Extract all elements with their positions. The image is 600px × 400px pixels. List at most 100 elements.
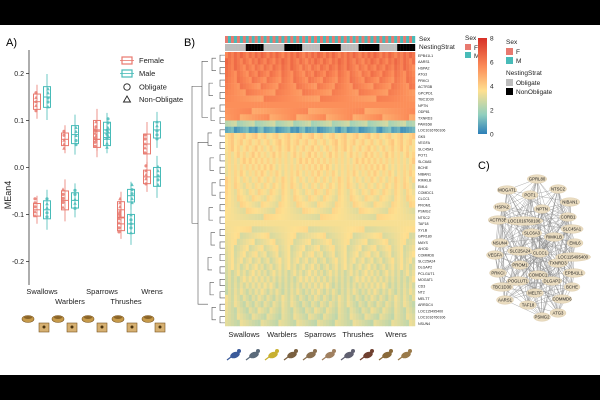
- heat-cell: [343, 251, 347, 258]
- box: [71, 183, 79, 218]
- heat-cell: [320, 313, 324, 321]
- group-label: Wrens: [141, 287, 163, 296]
- heat-cell: [388, 207, 392, 215]
- heat-cell: [355, 263, 359, 271]
- heat-cell: [311, 157, 315, 165]
- heat-cell: [337, 126, 342, 134]
- heat-cell: [320, 282, 324, 289]
- heat-cell: [281, 151, 285, 159]
- heat-cell: [302, 288, 306, 296]
- heat-cell: [284, 164, 288, 171]
- heat-cell: [254, 120, 258, 127]
- sex-annot-cell: [311, 36, 315, 43]
- heat-cell: [314, 58, 318, 65]
- heat-cell: [269, 269, 273, 277]
- heat-cell: [325, 157, 330, 165]
- heat-cell: [236, 276, 241, 283]
- heat-cell: [385, 189, 389, 196]
- heat-cell: [320, 58, 324, 65]
- heat-cell: [272, 269, 276, 277]
- heat-cell: [299, 282, 303, 289]
- heat-cell: [343, 282, 347, 289]
- heat-cell: [385, 145, 389, 152]
- heat-cell: [373, 251, 377, 258]
- heat-cell: [400, 319, 404, 327]
- heat-cell: [346, 76, 350, 84]
- heat-cell: [394, 89, 398, 96]
- heat-cell: [275, 145, 279, 152]
- heat-cell: [260, 226, 264, 233]
- heat-cell: [412, 52, 416, 59]
- heat-cell: [311, 307, 315, 314]
- heat-cell: [331, 220, 336, 227]
- heat-cell: [302, 220, 306, 227]
- heat-cell: [328, 276, 333, 283]
- nest-annot-cell: [281, 44, 285, 51]
- heat-cell: [242, 301, 247, 308]
- nest-annot-cell: [382, 44, 386, 51]
- sex-annot-cell: [278, 36, 282, 43]
- heat-cell: [305, 201, 309, 208]
- heat-cell: [317, 151, 321, 159]
- heat-cell: [269, 319, 273, 327]
- heat-cell: [299, 294, 303, 302]
- heat-cell: [379, 132, 383, 140]
- heat-cell: [382, 132, 386, 140]
- heat-cell: [367, 319, 371, 327]
- heat-cell: [382, 294, 386, 302]
- heat-cell: [239, 263, 244, 271]
- heat-cell: [314, 52, 318, 59]
- heat-cell: [337, 269, 342, 277]
- heat-cell: [266, 120, 270, 127]
- heat-cell: [406, 89, 410, 96]
- heat-cell: [382, 139, 386, 146]
- heat-cell: [257, 58, 261, 65]
- heat-cell: [352, 245, 356, 252]
- heat-cell: [325, 70, 330, 78]
- heat-cell: [269, 126, 273, 134]
- heat-cell: [254, 195, 258, 202]
- point: [117, 216, 121, 221]
- heat-cell: [352, 70, 356, 78]
- network-node: GPRL80: [527, 174, 548, 184]
- heat-cell: [293, 151, 297, 159]
- heat-cell: [317, 52, 321, 59]
- heat-cell: [278, 226, 282, 233]
- point: [144, 164, 148, 168]
- heat-cell: [394, 195, 398, 202]
- point: [94, 137, 98, 142]
- heat-cell: [248, 245, 252, 252]
- heat-cell: [254, 139, 258, 146]
- heat-cell: [397, 76, 401, 84]
- network-edge: [527, 272, 575, 306]
- heat-cell: [373, 232, 377, 240]
- heat-cell: [263, 226, 267, 233]
- heat-cell: [260, 319, 264, 327]
- heat-cell: [340, 126, 344, 134]
- heat-cell: [331, 58, 336, 65]
- heat-cell: [311, 232, 315, 240]
- heat-cell: [361, 164, 365, 171]
- heat-cell: [320, 251, 324, 258]
- nest-annot-cell: [266, 44, 270, 51]
- sex-annot-cell: [385, 36, 389, 43]
- heat-cell: [314, 263, 318, 271]
- network-node-label: COMMD6: [552, 297, 572, 302]
- point: [117, 220, 121, 225]
- heat-cell: [225, 58, 229, 65]
- heat-cell: [322, 238, 327, 246]
- heat-cell: [364, 114, 368, 121]
- heat-cell: [403, 114, 407, 121]
- heat-cell: [275, 58, 279, 65]
- heat-cell: [239, 189, 244, 196]
- heat-cell: [373, 145, 377, 152]
- heat-cell: [406, 319, 410, 327]
- heat-cell: [382, 207, 386, 215]
- network-edge: [501, 206, 569, 218]
- nest-icon: [111, 315, 125, 323]
- heat-cell: [293, 176, 297, 184]
- legend-f-swatch: [506, 48, 513, 55]
- heat-cell: [290, 101, 294, 109]
- heat-cell: [242, 319, 247, 327]
